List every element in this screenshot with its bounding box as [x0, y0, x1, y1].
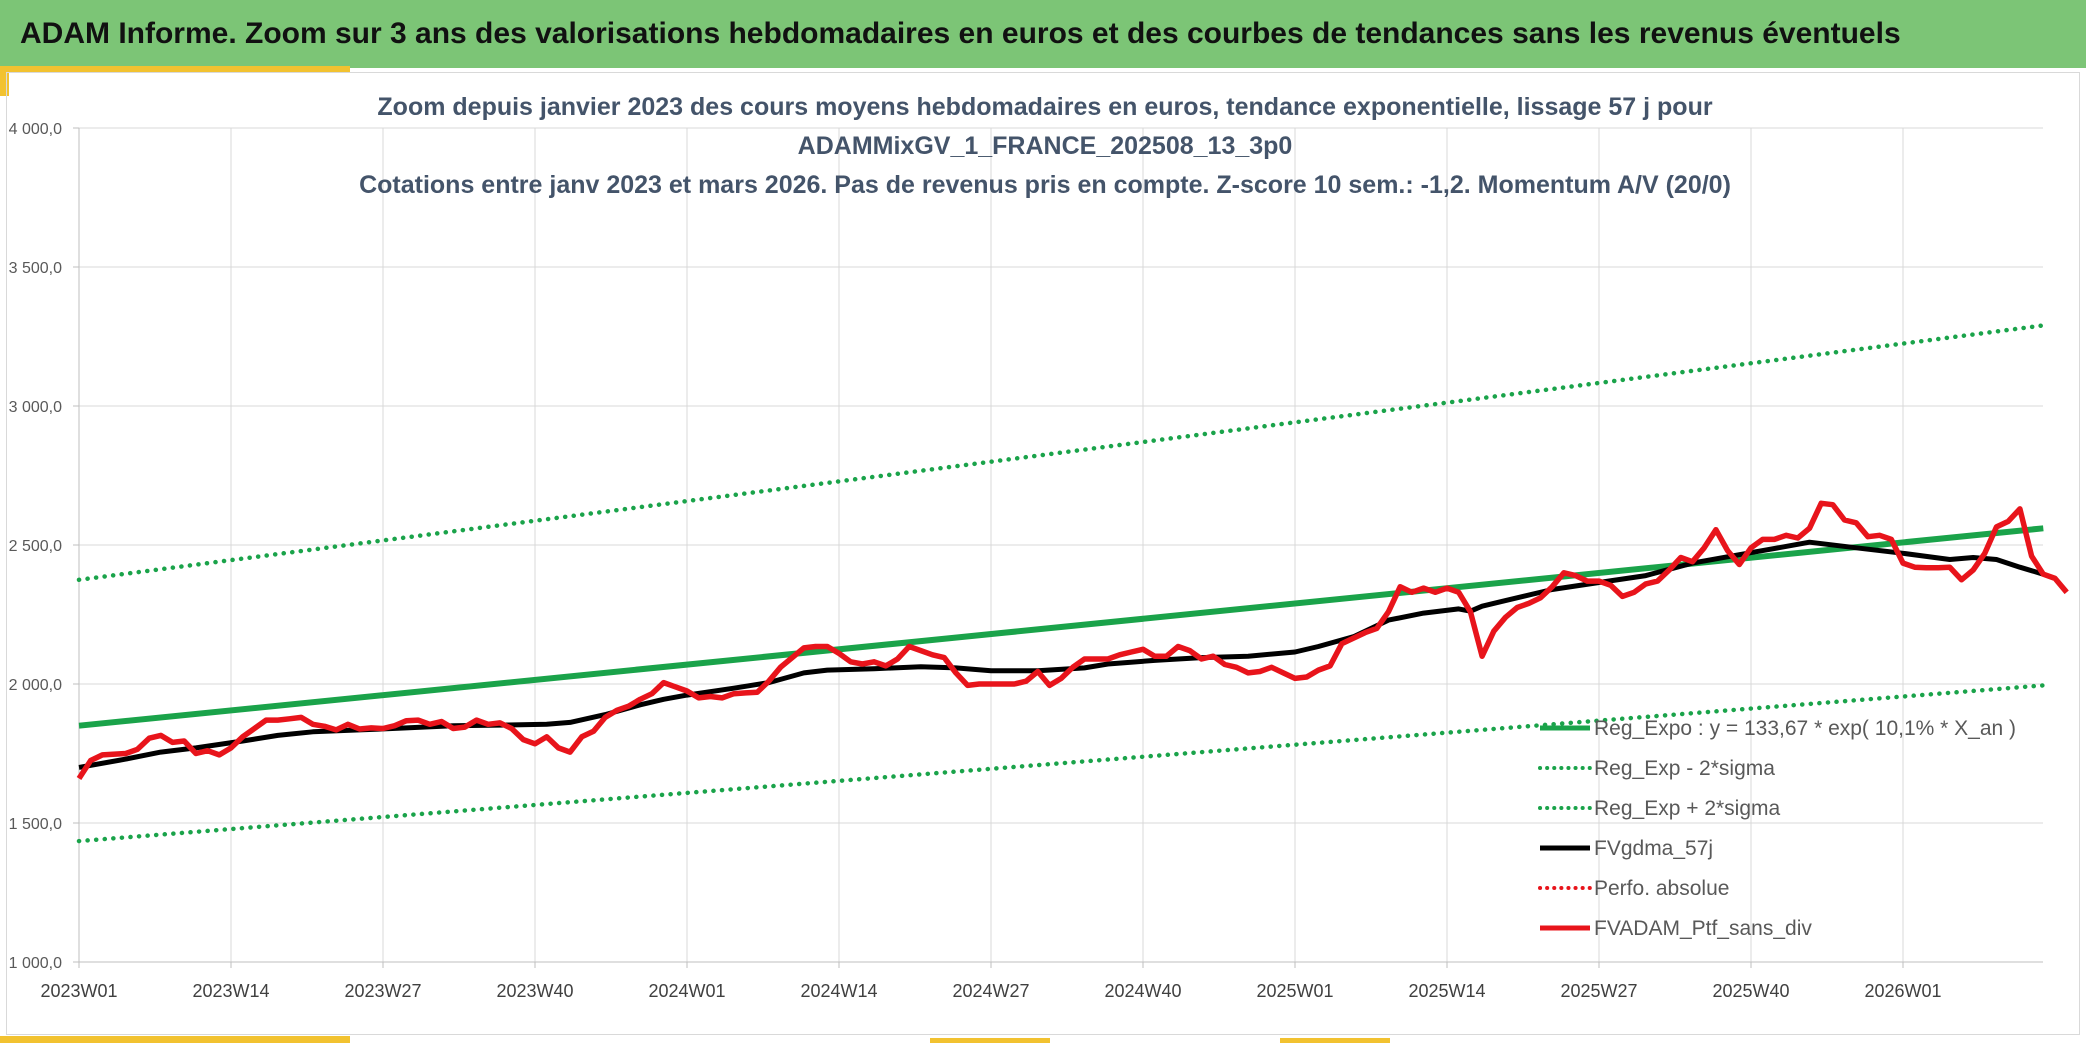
x-tick-label: 2023W01 — [40, 981, 117, 1001]
chart-title-line-1: Zoom depuis janvier 2023 des cours moyen… — [377, 93, 1712, 121]
accent-bar-bottom-right — [1280, 1038, 1390, 1043]
x-tick-label: 2026W01 — [1864, 981, 1941, 1001]
legend-item-fvadam: FVADAM_Ptf_sans_div — [1540, 917, 1812, 940]
legend-label-reg-expo: Reg_Expo : y = 133,67 * exp( 10,1% * X_a… — [1594, 717, 2016, 740]
x-tick-label: 2025W40 — [1712, 981, 1789, 1001]
legend-label-fvadam: FVADAM_Ptf_sans_div — [1594, 917, 1812, 940]
legend-item-fvgdma: FVgdma_57j — [1540, 837, 1713, 860]
x-tick-label: 2025W01 — [1256, 981, 1333, 1001]
page-title: ADAM Informe. Zoom sur 3 ans des valoris… — [20, 17, 1901, 50]
chart-legend: Reg_Expo : y = 133,67 * exp( 10,1% * X_a… — [1538, 717, 2016, 940]
series-reg-exp-plus — [76, 323, 2046, 583]
chart-title-line-3: Cotations entre janv 2023 et mars 2026. … — [359, 171, 1731, 199]
legend-item-reg-expo: Reg_Expo : y = 133,67 * exp( 10,1% * X_a… — [1540, 717, 2016, 740]
y-axis-ticks: 1 000,0 1 500,0 2 000,0 2 500,0 3 000,0 3 500… — [9, 121, 62, 972]
series-fvadam — [76, 500, 2069, 780]
chart-title: Zoom depuis janvier 2023 des cours moyen… — [359, 93, 1731, 199]
x-tick-label: 2024W27 — [952, 981, 1029, 1001]
x-tick-label: 2023W27 — [344, 981, 421, 1001]
legend-label-fvgdma: FVgdma_57j — [1594, 837, 1713, 860]
x-tick-label: 2025W27 — [1560, 981, 1637, 1001]
y-tick-label: 2 000,0 — [9, 677, 62, 694]
x-tick-label: 2024W40 — [1104, 981, 1181, 1001]
chart-axes — [73, 127, 2043, 968]
x-tick-label: 2024W14 — [800, 981, 877, 1001]
legend-label-reg-exp-plus: Reg_Exp + 2*sigma — [1594, 797, 1781, 820]
chart-frame — [6, 72, 2080, 1035]
legend-item-reg-exp-minus: Reg_Exp - 2*sigma — [1538, 757, 1775, 780]
legend-label-reg-exp-minus: Reg_Exp - 2*sigma — [1594, 757, 1775, 780]
accent-bar-top-left — [0, 66, 350, 72]
x-tick-label: 2023W14 — [192, 981, 269, 1001]
chart-series — [76, 323, 2069, 844]
legend-item-reg-exp-plus: Reg_Exp + 2*sigma — [1538, 797, 1781, 820]
y-tick-label: 3 000,0 — [9, 399, 62, 416]
x-tick-label: 2025W14 — [1408, 981, 1485, 1001]
legend-label-perfo-absolue: Perfo. absolue — [1594, 877, 1729, 900]
y-tick-label: 3 500,0 — [9, 260, 62, 277]
x-axis-ticks: 2023W01 2023W14 2023W27 2023W40 2024W01 2024W… — [40, 981, 1941, 1001]
chart-grid — [78, 127, 2043, 963]
page-header: ADAM Informe. Zoom sur 3 ans des valoris… — [0, 0, 2086, 68]
chart-title-line-2: ADAMMixGV_1_FRANCE_202508_13_3p0 — [798, 132, 1293, 160]
y-tick-label: 1 500,0 — [9, 816, 62, 833]
y-tick-label: 1 000,0 — [9, 955, 62, 972]
accent-bar-bottom-mid — [930, 1038, 1050, 1043]
y-tick-label: 2 500,0 — [9, 538, 62, 555]
accent-bar-left — [0, 66, 9, 96]
x-tick-label: 2024W01 — [648, 981, 725, 1001]
legend-item-perfo-absolue: Perfo. absolue — [1538, 877, 1729, 900]
y-tick-label: 4 000,0 — [9, 121, 62, 138]
series-reg-expo — [78, 525, 2044, 729]
series-reg-exp-minus — [76, 683, 2046, 844]
accent-bar-bottom-left — [0, 1036, 350, 1043]
x-tick-label: 2023W40 — [496, 981, 573, 1001]
